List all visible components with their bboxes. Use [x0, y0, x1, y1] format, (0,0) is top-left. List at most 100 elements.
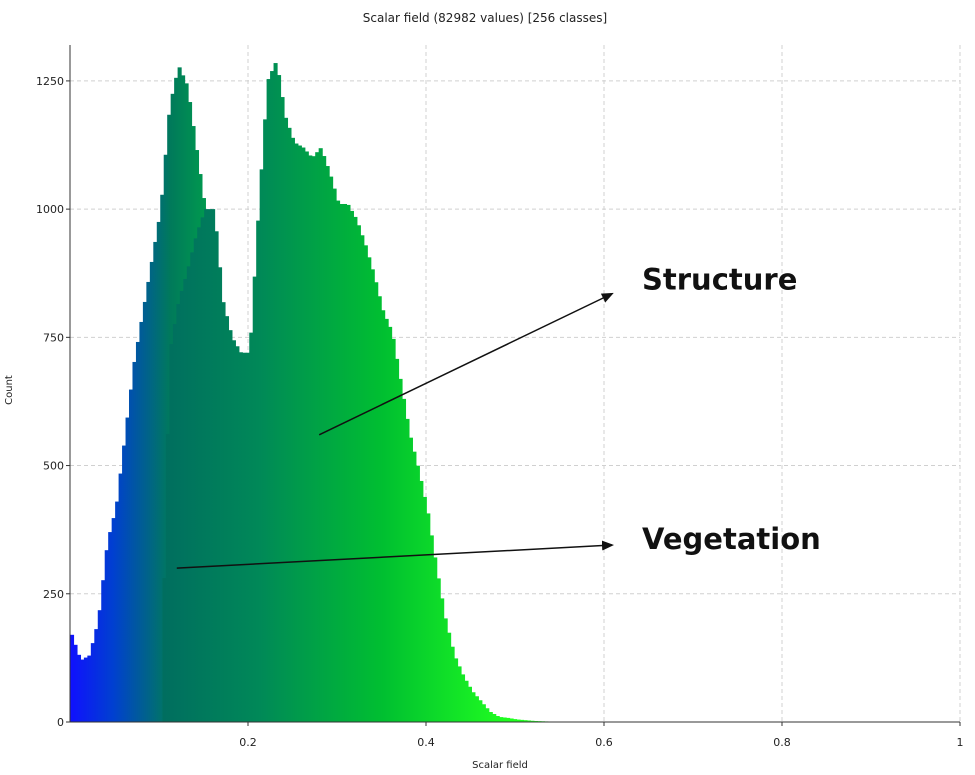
- histogram-bar: [162, 577, 167, 722]
- histogram-bar: [429, 535, 434, 722]
- histogram-bar: [297, 145, 302, 723]
- histogram-bar: [149, 261, 154, 722]
- histogram-bar: [294, 143, 299, 722]
- histogram-bar: [76, 654, 82, 722]
- histogram-bar: [353, 216, 358, 722]
- histogram-bar: [519, 719, 525, 722]
- histogram-bar: [139, 321, 144, 722]
- histogram-bar: [485, 708, 490, 722]
- histogram-bar: [172, 324, 177, 722]
- histogram-bar: [367, 257, 372, 722]
- histogram-bar: [277, 75, 282, 723]
- histogram-bar: [111, 518, 116, 722]
- histogram-bar: [283, 117, 289, 722]
- histogram-bar: [118, 473, 123, 722]
- histogram-bar: [197, 227, 202, 722]
- histogram-bar: [122, 445, 127, 722]
- histogram-bar: [342, 203, 348, 722]
- y-tick-label: 1000: [36, 203, 64, 216]
- histogram-bar: [374, 282, 379, 722]
- histogram-bar: [266, 79, 271, 722]
- histogram-bar: [153, 241, 158, 723]
- histogram-bar: [224, 316, 230, 722]
- histogram-bar: [415, 465, 420, 722]
- histogram-bar: [322, 156, 327, 722]
- histogram-bar: [481, 704, 486, 722]
- histogram-bar: [235, 346, 240, 722]
- histogram-bar: [125, 417, 130, 722]
- axes: [69, 45, 960, 723]
- histogram-bar: [492, 713, 497, 722]
- histogram-bar: [256, 220, 261, 723]
- histogram-bar: [454, 658, 459, 722]
- y-tick-label: 750: [43, 331, 64, 344]
- histogram-bar: [165, 433, 171, 722]
- histogram-bar: [488, 711, 493, 722]
- histogram-bar: [408, 437, 413, 722]
- histogram-bar: [179, 290, 184, 722]
- histogram-bar: [160, 194, 165, 722]
- histogram-bar: [280, 97, 285, 723]
- histogram-bar: [186, 266, 191, 722]
- bar-series-2: [162, 63, 563, 723]
- histogram-bar: [471, 692, 476, 722]
- histogram-bar: [332, 188, 337, 722]
- histogram-bar: [513, 719, 518, 722]
- histogram-bar: [142, 301, 147, 722]
- histogram-bar: [502, 717, 507, 722]
- histogram-bar: [401, 398, 407, 722]
- histogram-bar: [526, 720, 531, 722]
- histogram-bar: [204, 209, 209, 722]
- histogram-bar: [325, 166, 330, 722]
- histogram-bar: [169, 344, 174, 722]
- x-axis-label: Scalar field: [472, 760, 528, 771]
- histogram-bar: [346, 204, 351, 723]
- histogram-bar: [370, 269, 375, 722]
- histogram-bar: [495, 715, 500, 722]
- tick-labels: 0.2 0.4 0.6 0.8 1 0 250 500 750 1000 1250: [36, 75, 964, 749]
- x-tick-label: 0.6: [595, 736, 613, 749]
- histogram-bar: [156, 221, 161, 722]
- histogram-bar: [193, 238, 198, 723]
- histogram-bar: [214, 231, 219, 722]
- histogram-bar: [381, 310, 386, 722]
- histogram-bar: [499, 717, 504, 722]
- histogram-bar: [311, 156, 316, 722]
- histogram-bar: [349, 210, 354, 722]
- histogram-bar: [336, 200, 341, 722]
- histogram-bar: [506, 717, 511, 722]
- histogram-bar: [530, 720, 535, 722]
- histogram-bar: [450, 646, 455, 722]
- y-axis-label: Count: [4, 375, 15, 405]
- histogram-bar: [436, 578, 441, 722]
- histogram-bar: [360, 235, 365, 723]
- histogram-bar: [384, 318, 389, 722]
- histogram-bar: [377, 296, 382, 722]
- histogram-bar: [467, 686, 472, 722]
- histogram-bar: [90, 643, 95, 722]
- histogram-bar: [228, 330, 233, 722]
- y-tick-label: 0: [57, 716, 64, 729]
- histogram-bar: [245, 352, 250, 722]
- histogram-bar: [70, 634, 75, 722]
- histogram-bar: [207, 209, 212, 722]
- histogram-bar: [290, 137, 295, 722]
- histogram-bar: [101, 580, 106, 722]
- y-tick-label: 250: [43, 588, 64, 601]
- histogram-bar: [270, 71, 275, 722]
- histogram-bar: [190, 252, 195, 723]
- histogram-bar: [135, 341, 141, 722]
- histogram-bar: [183, 278, 188, 722]
- x-tick-label: 0.2: [239, 736, 257, 749]
- histogram-bar: [433, 557, 438, 722]
- histogram-bar: [108, 532, 113, 722]
- histogram-bar: [287, 127, 292, 722]
- annotation-label: Vegetation: [642, 522, 821, 556]
- histogram-bar: [238, 352, 243, 722]
- x-tick-label: 0.4: [417, 736, 435, 749]
- histogram-bar: [129, 389, 134, 722]
- histogram-bar: [329, 176, 334, 723]
- histogram-bar: [388, 326, 393, 722]
- chart-title: Scalar field (82982 values) [256 classes…: [363, 11, 607, 25]
